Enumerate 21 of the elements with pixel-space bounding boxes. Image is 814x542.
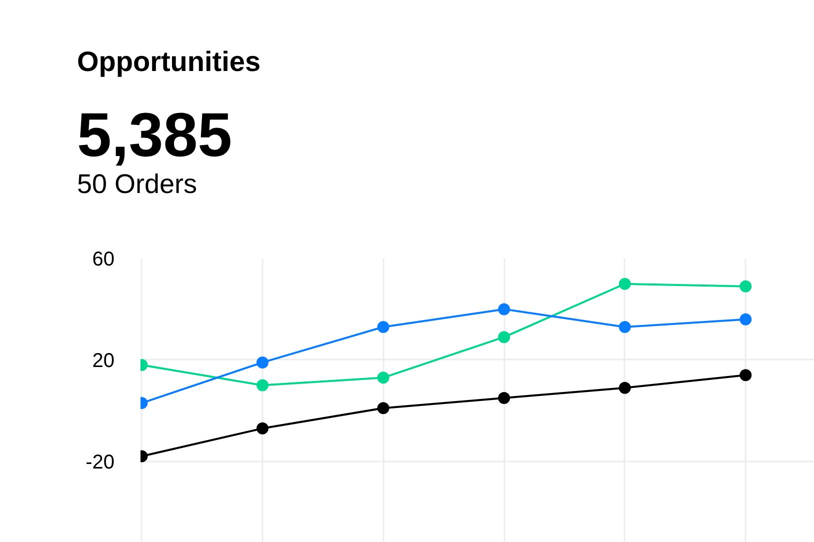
point [377,402,390,414]
point [618,278,631,290]
y-tick-label: 20 [92,350,115,372]
point [740,369,752,382]
y-tick-label: -20 [86,451,114,474]
point [498,331,510,344]
y-tick-label: 60 [92,248,115,270]
point [618,320,631,333]
point [740,280,752,292]
text: 5,385 [77,100,234,170]
text: 50 Orders [77,169,198,200]
point [256,379,268,392]
point [740,313,752,326]
point [498,303,510,316]
point [377,320,390,333]
point [618,382,631,394]
point [377,372,390,384]
chart-title: Opportunities [77,45,261,79]
point [256,422,268,434]
point [498,392,510,404]
point [256,356,268,368]
